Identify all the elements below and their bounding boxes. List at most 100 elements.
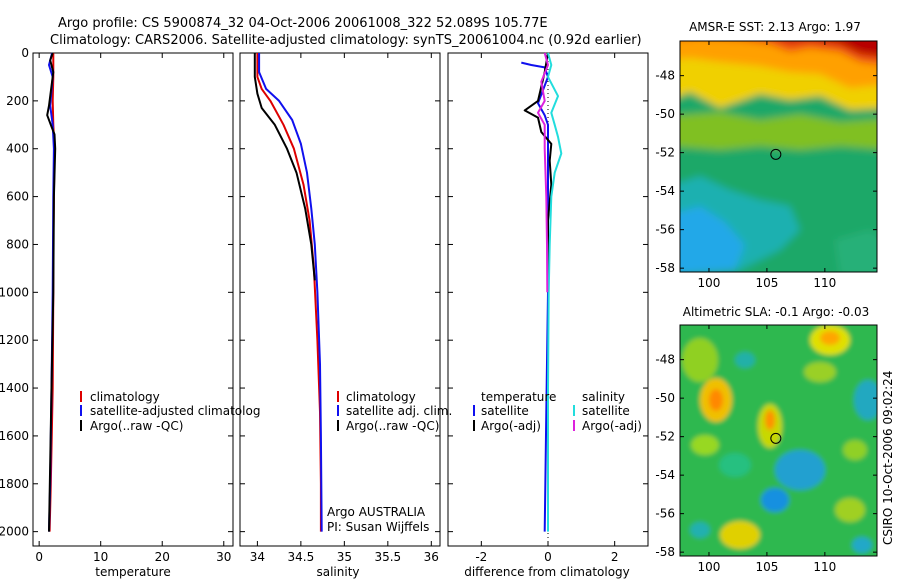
legend-swatch-climatology bbox=[80, 391, 82, 402]
x-tick-label: 110 bbox=[813, 276, 836, 290]
x-tick-label: 36 bbox=[424, 550, 439, 564]
x-tick-label: 105 bbox=[755, 276, 778, 290]
difference-panel: -2 0 2 difference from climatology tempera… bbox=[447, 52, 649, 579]
x-tick-label: 20 bbox=[155, 550, 170, 564]
x-tick-label: 30 bbox=[216, 550, 231, 564]
legend-swatch-argo bbox=[80, 420, 82, 431]
legend-swatch-sal-argo bbox=[573, 420, 575, 431]
difference-legend: temperature salinity satellite Argo(-adj… bbox=[473, 390, 642, 433]
sla-map-ticks: 100 105 110 -48 -50 -52 -54 -56 -58 bbox=[655, 325, 877, 574]
y-tick-label: -52 bbox=[655, 146, 675, 160]
figure-title-line2: Climatology: CARS2006. Satellite-adjuste… bbox=[50, 33, 642, 48]
sst-map-ticks: 100 105 110 -48 -50 -52 -54 -56 -58 bbox=[655, 41, 877, 290]
legend-label-satellite: satellite adj. clim. bbox=[346, 404, 452, 418]
y-tick-label: -52 bbox=[655, 430, 675, 444]
y-tick-label: -54 bbox=[655, 184, 675, 198]
temperature-axis-ticks: 0 10 20 30 0 200 400 600 800 1000 1200 1400 1600 1800… bbox=[0, 46, 233, 564]
series-line-satellite-adj-clim bbox=[258, 53, 323, 532]
y-tick-label: 800 bbox=[6, 237, 29, 251]
y-tick-label: -50 bbox=[655, 107, 675, 121]
x-tick-label: 2 bbox=[611, 550, 619, 564]
argo-location-marker bbox=[770, 432, 782, 444]
x-tick-label: 110 bbox=[813, 560, 836, 574]
y-tick-label: -50 bbox=[655, 391, 675, 405]
legend-label-satellite: satellite-adjusted climatolog bbox=[90, 404, 260, 418]
sst-map-title: AMSR-E SST: 2.13 Argo: 1.97 bbox=[689, 20, 861, 34]
temperature-panel: 0 10 20 30 0 200 400 600 800 1000 1200 1400 1600 1800… bbox=[0, 46, 260, 579]
y-tick-label: 1600 bbox=[0, 429, 29, 443]
sla-map-frame bbox=[679, 324, 878, 557]
sst-field bbox=[680, 41, 877, 272]
sst-map-panel: AMSR-E SST: 2.13 Argo: 1.97 100 105 110 -48… bbox=[655, 20, 878, 290]
x-tick-label: 100 bbox=[698, 276, 721, 290]
credit-timestamp: CSIRO 10-Oct-2006 09:02:24 bbox=[881, 371, 895, 545]
legend-swatch-satellite bbox=[337, 405, 339, 416]
series-line-salinity-argo-adj bbox=[537, 52, 549, 293]
y-tick-label: -48 bbox=[655, 69, 675, 83]
temperature-lines bbox=[46, 52, 57, 532]
x-tick-label: 10 bbox=[93, 550, 108, 564]
y-tick-label: -56 bbox=[655, 223, 675, 237]
series-line-salinity-satellite bbox=[547, 52, 563, 532]
temperature-axes-box bbox=[32, 52, 234, 547]
sla-map-title: Altimetric SLA: -0.1 Argo: -0.03 bbox=[683, 305, 870, 319]
legend-label-climatology: climatology bbox=[346, 390, 416, 404]
x-tick-label: 35 bbox=[337, 550, 352, 564]
legend-swatch-climatology bbox=[337, 391, 339, 402]
salinity-legend: climatology satellite adj. clim. Argo(..… bbox=[337, 390, 452, 433]
y-tick-label: 1800 bbox=[0, 477, 29, 491]
y-tick-label: -56 bbox=[655, 507, 675, 521]
difference-xlabel: difference from climatology bbox=[464, 565, 630, 579]
y-tick-label: 200 bbox=[6, 94, 29, 108]
legend-label-sal-argo: Argo(-adj) bbox=[582, 419, 642, 433]
y-tick-label: -58 bbox=[655, 545, 675, 559]
sla-field bbox=[680, 325, 877, 556]
sst-map-frame bbox=[679, 40, 878, 273]
legend-label-climatology: climatology bbox=[90, 390, 160, 404]
argo-location-marker bbox=[770, 148, 782, 160]
y-tick-label: -58 bbox=[655, 261, 675, 275]
y-tick-label: 1000 bbox=[0, 285, 29, 299]
y-tick-label: -48 bbox=[655, 353, 675, 367]
legend-label-sal-satellite: satellite bbox=[582, 404, 630, 418]
argo-annotation-line2: PI: Susan Wijffels bbox=[327, 520, 429, 534]
y-tick-label: 600 bbox=[6, 190, 29, 204]
legend-swatch-argo bbox=[337, 420, 339, 431]
y-tick-label: 1400 bbox=[0, 381, 29, 395]
legend-head-salinity: salinity bbox=[582, 390, 625, 404]
x-tick-label: 35.5 bbox=[374, 550, 401, 564]
argo-annotation-line1: Argo AUSTRALIA bbox=[327, 505, 426, 519]
x-tick-label: -2 bbox=[475, 550, 487, 564]
y-tick-label: -54 bbox=[655, 468, 675, 482]
y-tick-label: 400 bbox=[6, 142, 29, 156]
x-tick-label: 34.5 bbox=[288, 550, 315, 564]
x-tick-label: 34 bbox=[250, 550, 265, 564]
x-tick-label: 0 bbox=[544, 550, 552, 564]
y-tick-label: 0 bbox=[21, 46, 29, 60]
series-line-temperature-argo-adj bbox=[523, 52, 553, 293]
temperature-legend: climatology satellite-adjusted climatolo… bbox=[80, 390, 260, 433]
figure-title-line1: Argo profile: CS 5900874_32 04-Oct-2006 … bbox=[58, 16, 548, 31]
salinity-axis-ticks: 34 34.5 35 35.5 36 bbox=[240, 52, 440, 564]
legend-label-temp-satellite: satellite bbox=[481, 404, 529, 418]
salinity-lines bbox=[253, 53, 323, 532]
difference-lines bbox=[521, 52, 563, 532]
x-tick-label: 100 bbox=[698, 560, 721, 574]
sla-map-panel: Altimetric SLA: -0.1 Argo: -0.03 bbox=[655, 305, 878, 574]
x-tick-label: 0 bbox=[35, 550, 43, 564]
legend-label-argo: Argo(..raw -QC) bbox=[346, 419, 439, 433]
legend-label-temp-argo: Argo(-adj) bbox=[481, 419, 541, 433]
y-tick-label: 1200 bbox=[0, 333, 29, 347]
salinity-xlabel: salinity bbox=[316, 565, 359, 579]
legend-head-temperature: temperature bbox=[481, 390, 556, 404]
legend-swatch-temp-satellite bbox=[473, 405, 475, 416]
salinity-panel: 34 34.5 35 35.5 36 salinity climatology sate… bbox=[239, 52, 452, 579]
legend-swatch-temp-argo bbox=[473, 420, 475, 431]
series-line-climatology bbox=[256, 53, 322, 532]
legend-label-argo: Argo(..raw -QC) bbox=[90, 419, 183, 433]
series-line-argo-raw-qc bbox=[253, 53, 316, 281]
legend-swatch-sal-satellite bbox=[573, 405, 575, 416]
series-line-argo-raw-qc bbox=[46, 52, 57, 532]
x-tick-label: 105 bbox=[755, 560, 778, 574]
